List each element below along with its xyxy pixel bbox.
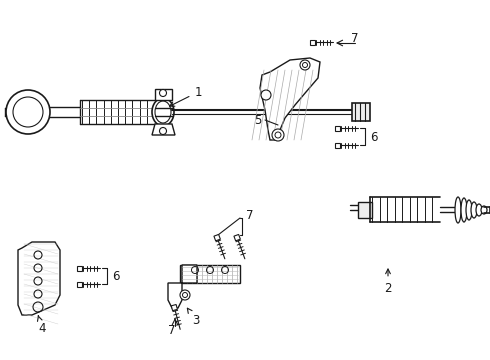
Circle shape: [180, 290, 190, 300]
Polygon shape: [310, 40, 315, 45]
Circle shape: [6, 90, 50, 134]
Text: 1: 1: [170, 86, 202, 106]
Ellipse shape: [466, 200, 472, 220]
Bar: [180, 265, 240, 283]
Ellipse shape: [461, 198, 467, 222]
Polygon shape: [18, 242, 60, 315]
Ellipse shape: [481, 206, 487, 214]
Polygon shape: [234, 234, 241, 241]
Polygon shape: [260, 58, 320, 140]
Text: 6: 6: [370, 131, 377, 144]
Ellipse shape: [476, 204, 482, 216]
Text: 6: 6: [112, 270, 120, 283]
Ellipse shape: [471, 202, 477, 218]
Circle shape: [160, 90, 167, 96]
Text: 2: 2: [384, 269, 392, 294]
Polygon shape: [152, 124, 175, 135]
Circle shape: [300, 60, 310, 70]
Polygon shape: [77, 266, 82, 270]
Ellipse shape: [152, 98, 174, 126]
Text: 3: 3: [187, 308, 200, 327]
Text: 7: 7: [168, 324, 176, 337]
Circle shape: [160, 127, 167, 135]
Polygon shape: [214, 234, 220, 241]
Ellipse shape: [455, 197, 461, 223]
Bar: [352, 103, 370, 121]
Text: 7: 7: [246, 208, 254, 221]
Bar: [358, 202, 372, 218]
Circle shape: [261, 90, 271, 100]
Circle shape: [272, 129, 284, 141]
Polygon shape: [335, 126, 340, 131]
Text: 7: 7: [351, 32, 359, 45]
Text: 5: 5: [254, 113, 262, 126]
Polygon shape: [172, 305, 177, 311]
Polygon shape: [77, 282, 82, 287]
Text: 4: 4: [38, 316, 46, 334]
Polygon shape: [168, 265, 197, 308]
Polygon shape: [335, 143, 340, 148]
Polygon shape: [155, 89, 172, 100]
